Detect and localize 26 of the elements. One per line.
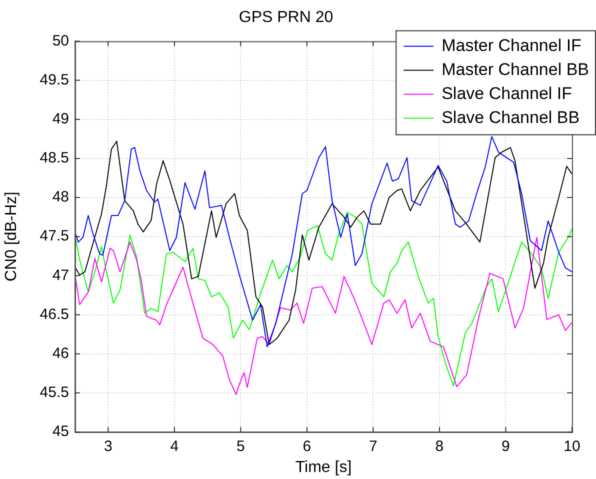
x-tick-label: 4 bbox=[170, 438, 179, 456]
x-tick-label: 6 bbox=[302, 438, 312, 456]
y-tick-label: 46 bbox=[52, 344, 69, 362]
y-tick-label: 45.5 bbox=[40, 384, 69, 402]
legend-label: Slave Channel BB bbox=[442, 108, 580, 127]
y-tick-label: 45 bbox=[52, 423, 69, 440]
legend-label: Master Channel BB bbox=[442, 60, 589, 79]
y-tick-label: 50 bbox=[52, 32, 69, 50]
chart-title: GPS PRN 20 bbox=[238, 9, 334, 26]
y-tick-label: 48 bbox=[52, 188, 69, 206]
legend-label: Slave Channel IF bbox=[442, 84, 572, 103]
x-tick-label: 8 bbox=[435, 438, 444, 456]
y-tick-label: 46.5 bbox=[40, 306, 69, 323]
legend-label: Master Channel IF bbox=[442, 36, 582, 55]
x-axis-title: Time [s] bbox=[295, 458, 352, 476]
x-tick-label: 3 bbox=[104, 438, 112, 456]
y-tick-label: 49 bbox=[52, 110, 69, 128]
y-tick-label: 47.5 bbox=[40, 228, 69, 245]
x-tick-label: 5 bbox=[236, 438, 245, 456]
y-tick-label: 47 bbox=[52, 266, 69, 284]
x-tick-label: 9 bbox=[502, 438, 510, 456]
y-tick-label: 49.5 bbox=[40, 71, 69, 88]
x-tick-label: 7 bbox=[369, 438, 378, 456]
x-tick-label: 10 bbox=[564, 438, 580, 456]
y-tick-label: 48.5 bbox=[40, 150, 69, 167]
y-axis-title: CN0 [dB-Hz] bbox=[3, 192, 20, 282]
